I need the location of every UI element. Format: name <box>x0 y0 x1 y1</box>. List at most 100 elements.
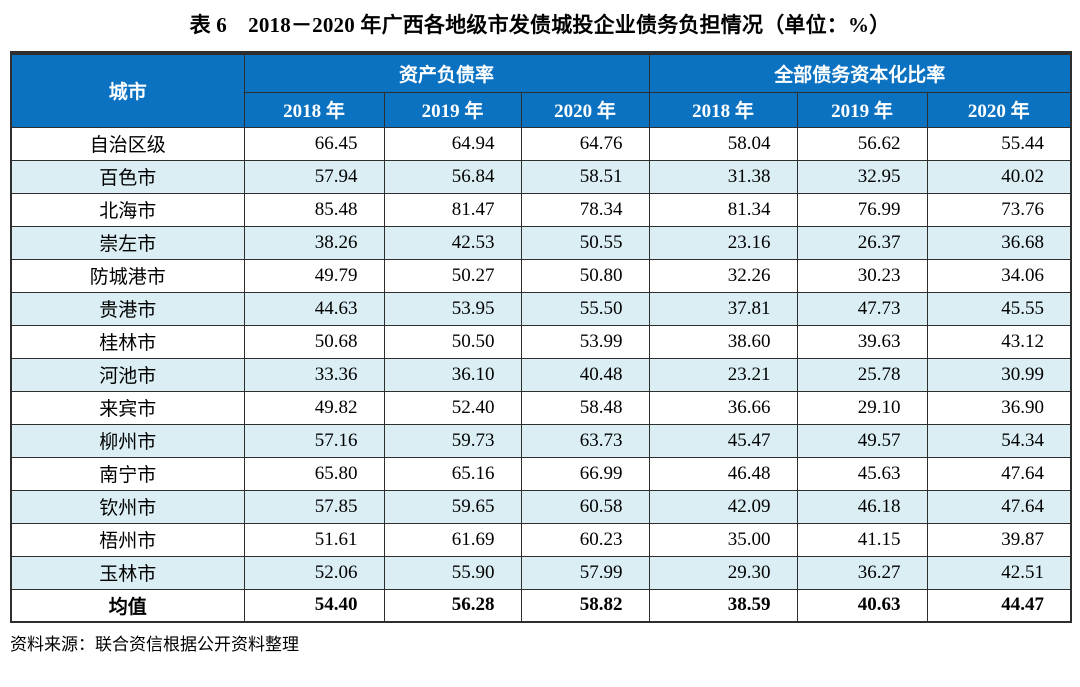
value-cell: 42.53 <box>383 225 522 260</box>
table-row: 崇左市 38.26 42.53 50.55 23.16 26.37 36.68 <box>10 225 1072 260</box>
value-cell: 59.73 <box>383 423 522 458</box>
table-row: 来宾市 49.82 52.40 58.48 36.66 29.10 36.90 <box>10 390 1072 425</box>
value-cell: 57.94 <box>243 159 385 194</box>
city-cell: 贵港市 <box>10 291 245 326</box>
city-cell: 北海市 <box>10 192 245 227</box>
value-cell: 85.48 <box>243 192 385 227</box>
table-row: 自治区级 66.45 64.94 64.76 58.04 56.62 55.44 <box>10 126 1072 161</box>
value-cell: 66.45 <box>243 126 385 161</box>
table-title: 表 6 2018－2020 年广西各地级市发债城投企业债务负担情况（单位：%） <box>189 13 891 37</box>
table-row: 均值 54.40 56.28 58.82 38.59 40.63 44.47 <box>10 588 1072 623</box>
value-cell: 36.66 <box>648 390 798 425</box>
table-row: 河池市 33.36 36.10 40.48 23.21 25.78 30.99 <box>10 357 1072 392</box>
value-cell: 38.60 <box>648 324 798 359</box>
table-row: 钦州市 57.85 59.65 60.58 42.09 46.18 47.64 <box>10 489 1072 524</box>
value-cell: 55.50 <box>520 291 650 326</box>
col-header-alr-2018: 2018 年 <box>243 91 385 128</box>
value-cell: 56.62 <box>796 126 928 161</box>
city-cell: 防城港市 <box>10 258 245 293</box>
value-cell: 55.44 <box>926 126 1072 161</box>
value-cell: 55.90 <box>383 555 522 590</box>
table-row: 贵港市 44.63 53.95 55.50 37.81 47.73 45.55 <box>10 291 1072 326</box>
value-cell: 53.95 <box>383 291 522 326</box>
value-cell: 47.64 <box>926 489 1072 524</box>
value-cell: 58.48 <box>520 390 650 425</box>
col-group-asset-liability-ratio: 资产负债率 <box>243 52 650 93</box>
value-cell: 30.99 <box>926 357 1072 392</box>
value-cell: 42.09 <box>648 489 798 524</box>
col-header-city: 城市 <box>10 52 245 128</box>
value-cell: 32.26 <box>648 258 798 293</box>
value-cell: 38.26 <box>243 225 385 260</box>
value-cell: 37.81 <box>648 291 798 326</box>
value-cell: 31.38 <box>648 159 798 194</box>
value-cell: 45.63 <box>796 456 928 491</box>
value-cell: 81.47 <box>383 192 522 227</box>
value-cell: 65.80 <box>243 456 385 491</box>
value-cell: 60.58 <box>520 489 650 524</box>
value-cell: 54.40 <box>243 588 385 623</box>
city-cell: 河池市 <box>10 357 245 392</box>
table-body: 自治区级 66.45 64.94 64.76 58.04 56.62 55.44 百色市 57.… <box>10 126 1072 623</box>
value-cell: 64.76 <box>520 126 650 161</box>
city-cell: 柳州市 <box>10 423 245 458</box>
value-cell: 81.34 <box>648 192 798 227</box>
value-cell: 35.00 <box>648 522 798 557</box>
col-header-dcr-2018: 2018 年 <box>648 91 798 128</box>
value-cell: 49.79 <box>243 258 385 293</box>
table-row: 百色市 57.94 56.84 58.51 31.38 32.95 40.02 <box>10 159 1072 194</box>
header-year-row: 2018 年 2019 年 2020 年 2018 年 2019 年 2020 … <box>11 91 1072 128</box>
col-header-dcr-2019: 2019 年 <box>796 91 928 128</box>
value-cell: 45.47 <box>648 423 798 458</box>
table-row: 梧州市 51.61 61.69 60.23 35.00 41.15 39.87 <box>10 522 1072 557</box>
city-cell: 均值 <box>10 588 245 623</box>
value-cell: 36.27 <box>796 555 928 590</box>
value-cell: 66.99 <box>520 456 650 491</box>
city-cell: 百色市 <box>10 159 245 194</box>
value-cell: 39.87 <box>926 522 1072 557</box>
value-cell: 42.51 <box>926 555 1072 590</box>
value-cell: 73.76 <box>926 192 1072 227</box>
value-cell: 50.27 <box>383 258 522 293</box>
value-cell: 54.34 <box>926 423 1072 458</box>
value-cell: 60.23 <box>520 522 650 557</box>
value-cell: 49.82 <box>243 390 385 425</box>
value-cell: 65.16 <box>383 456 522 491</box>
value-cell: 56.28 <box>383 588 522 623</box>
col-group-total-debt-capitalization-ratio: 全部债务资本化比率 <box>648 52 1072 93</box>
value-cell: 30.23 <box>796 258 928 293</box>
value-cell: 50.55 <box>520 225 650 260</box>
value-cell: 56.84 <box>383 159 522 194</box>
value-cell: 50.80 <box>520 258 650 293</box>
value-cell: 44.63 <box>243 291 385 326</box>
city-cell: 梧州市 <box>10 522 245 557</box>
value-cell: 78.34 <box>520 192 650 227</box>
table-header: 城市 资产负债率 全部债务资本化比率 2018 年 2019 年 2020 年 … <box>10 52 1072 128</box>
value-cell: 41.15 <box>796 522 928 557</box>
value-cell: 23.16 <box>648 225 798 260</box>
debt-burden-table: 城市 资产负债率 全部债务资本化比率 2018 年 2019 年 2020 年 … <box>10 51 1072 623</box>
col-header-dcr-2020: 2020 年 <box>926 91 1072 128</box>
value-cell: 52.06 <box>243 555 385 590</box>
value-cell: 58.51 <box>520 159 650 194</box>
value-cell: 57.85 <box>243 489 385 524</box>
value-cell: 40.48 <box>520 357 650 392</box>
col-header-alr-2020: 2020 年 <box>520 91 650 128</box>
value-cell: 36.10 <box>383 357 522 392</box>
value-cell: 36.90 <box>926 390 1072 425</box>
city-cell: 南宁市 <box>10 456 245 491</box>
city-cell: 桂林市 <box>10 324 245 359</box>
value-cell: 46.18 <box>796 489 928 524</box>
value-cell: 61.69 <box>383 522 522 557</box>
city-cell: 自治区级 <box>10 126 245 161</box>
value-cell: 51.61 <box>243 522 385 557</box>
value-cell: 39.63 <box>796 324 928 359</box>
value-cell: 52.40 <box>383 390 522 425</box>
value-cell: 43.12 <box>926 324 1072 359</box>
value-cell: 33.36 <box>243 357 385 392</box>
header-group-row: 城市 资产负债率 全部债务资本化比率 <box>10 52 1072 128</box>
col-header-alr-2019: 2019 年 <box>383 91 522 128</box>
value-cell: 63.73 <box>520 423 650 458</box>
value-cell: 32.95 <box>796 159 928 194</box>
